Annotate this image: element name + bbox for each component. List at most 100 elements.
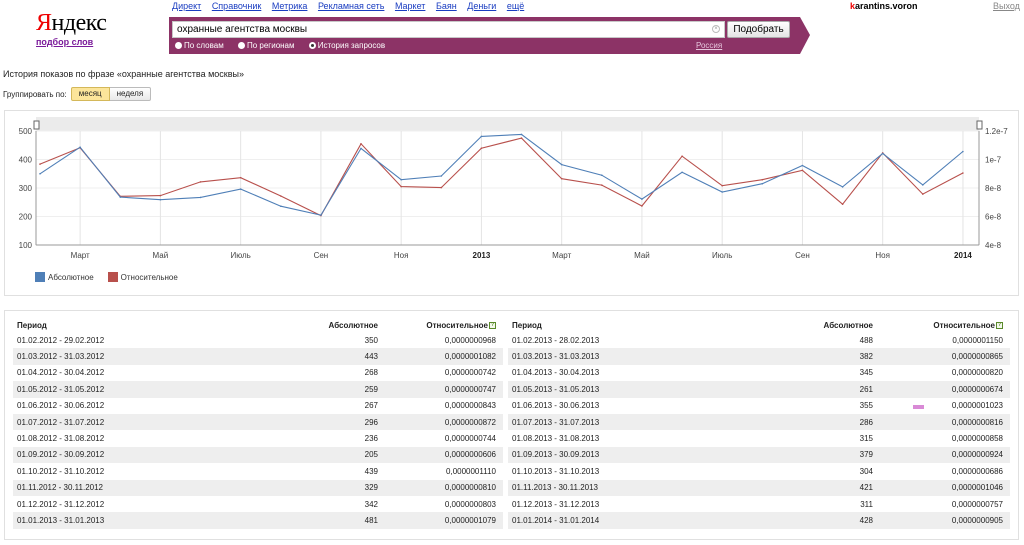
cell-absolute: 355 <box>859 401 873 411</box>
cell-period: 01.01.2014 - 31.01.2014 <box>512 515 600 525</box>
cell-period: 01.07.2013 - 31.07.2013 <box>512 417 600 427</box>
table-row: 01.12.2013 - 31.12.2013 311 0,0000000757 <box>508 495 1010 513</box>
legend-item-absolute[interactable]: Абсолютное <box>35 272 94 282</box>
legend-item-relative[interactable]: Относительное <box>107 272 178 282</box>
nav-link-bayan[interactable]: Баян <box>435 1 457 11</box>
search-bar: охранные агентства москвы × Подобрать По… <box>169 17 810 54</box>
data-point <box>239 176 242 179</box>
table-row: 01.08.2013 - 31.08.2013 315 0,0000000858 <box>508 430 1010 447</box>
nav-link-dengi[interactable]: Деньги <box>467 1 497 11</box>
x-tick-label: Июль <box>712 251 732 260</box>
search-input[interactable]: охранные агентства москвы <box>172 21 725 38</box>
data-point <box>681 155 683 157</box>
data-point <box>681 171 683 174</box>
username-link[interactable]: karantins.voron <box>850 1 918 11</box>
cell-relative: 0,0000000843 <box>444 401 496 411</box>
y-left-tick-label: 300 <box>19 184 33 193</box>
table-row: 01.07.2013 - 31.07.2013 286 0,0000000816 <box>508 413 1010 431</box>
cell-absolute: 259 <box>364 384 378 394</box>
cell-relative: 0,0000000803 <box>444 499 496 509</box>
help-icon[interactable]: ? <box>996 322 1003 330</box>
range-handle-left-icon <box>33 120 40 130</box>
cell-relative: 0,0000000858 <box>951 434 1003 444</box>
yandex-logo[interactable]: Яндекс подбор слов <box>36 10 107 47</box>
chart-top-band <box>36 117 979 131</box>
nav-link-metrika[interactable]: Метрика <box>271 1 308 11</box>
radio-by-words[interactable]: По словам <box>175 41 224 50</box>
cell-period: 01.06.2012 - 30.06.2012 <box>17 401 105 411</box>
nav-link-more[interactable]: ещё <box>506 1 525 11</box>
group-by-label: Группировать по: <box>3 89 67 99</box>
nav-link-direct[interactable]: Директ <box>172 1 202 11</box>
clear-search-icon[interactable]: × <box>712 25 720 33</box>
cell-absolute: 236 <box>364 434 378 444</box>
table-row: 01.09.2013 - 30.09.2013 379 0,0000000924 <box>508 446 1010 464</box>
data-point <box>199 181 202 183</box>
radio-by-regions[interactable]: По регионам <box>237 41 295 50</box>
data-point <box>601 174 603 176</box>
cell-period: 01.02.2013 - 28.02.2013 <box>512 335 600 345</box>
y-right-tick-label: 1e-7 <box>985 156 1002 165</box>
table-row: 01.02.2012 - 29.02.2012 350 0,0000000968 <box>13 332 503 349</box>
cell-absolute: 304 <box>859 466 873 476</box>
data-point <box>560 177 563 180</box>
cell-absolute: 205 <box>364 450 378 460</box>
data-point <box>761 182 764 185</box>
cell-relative: 0,0000000674 <box>951 384 1003 394</box>
cell-absolute: 382 <box>859 352 873 362</box>
data-point <box>360 143 362 145</box>
table-header-row: Период Абсолютное Относительное? <box>13 319 503 332</box>
range-handle-right-icon <box>976 120 983 130</box>
cell-period: 01.09.2012 - 30.09.2012 <box>17 450 105 460</box>
x-tick-label: Май <box>634 251 650 260</box>
cell-period: 01.08.2013 - 31.08.2013 <box>512 434 600 444</box>
cell-relative: 0,0000000865 <box>951 352 1003 362</box>
cell-absolute: 443 <box>364 352 378 362</box>
cell-relative: 0,0000000924 <box>951 450 1003 460</box>
radio-query-history[interactable]: История запросов <box>308 41 385 50</box>
x-tick-label: Ноя <box>394 251 409 260</box>
nav-link-ad-network[interactable]: Рекламная сеть <box>317 1 385 11</box>
data-point <box>841 203 844 205</box>
cell-absolute: 261 <box>859 384 873 394</box>
y-right-tick-label: 8e-8 <box>985 184 1002 193</box>
region-selector-link[interactable]: Россия <box>696 41 723 50</box>
page-title: История показов по фразе «охранные агент… <box>3 69 244 79</box>
history-table-2013: Период Абсолютное Относительное? 01.02.2… <box>508 319 1010 529</box>
group-by-week-button[interactable]: неделя <box>109 87 152 101</box>
cell-absolute: 286 <box>859 417 873 427</box>
nav-link-spravochnik[interactable]: Справочник <box>211 1 262 11</box>
cell-relative: 0,0000001110 <box>446 466 496 476</box>
cell-relative: 0,0000000606 <box>444 450 496 460</box>
history-chart-svg: 500 400 300 200 100 1.2e-7 1e-7 8e-8 6e-8 4e-8 Мар… <box>19 117 1008 260</box>
table-row: 01.06.2013 - 30.06.2013 355 0,0000001023 <box>508 397 1010 414</box>
cell-period: 01.04.2013 - 30.04.2013 <box>512 368 600 378</box>
data-point <box>199 196 202 199</box>
search-submit-button[interactable]: Подобрать <box>727 21 790 38</box>
logout-link[interactable]: Выход <box>993 1 1020 11</box>
nav-link-market[interactable]: Маркет <box>394 1 426 11</box>
x-tick-label: 2014 <box>954 251 972 260</box>
table-header-row: Период Абсолютное Относительное? <box>508 319 1010 332</box>
logo-text: Яндекс <box>36 10 107 36</box>
legend-label-relative: Относительное <box>120 272 178 282</box>
search-mode-radios: По словам По регионам История запросов <box>175 41 397 51</box>
cell-period: 01.06.2013 - 30.06.2013 <box>512 401 600 411</box>
help-icon[interactable]: ? <box>489 322 496 330</box>
cell-relative: 0,0000000744 <box>444 434 496 444</box>
x-tick-label: Ноя <box>875 251 890 260</box>
cell-relative: 0,0000001023 <box>873 401 1003 410</box>
data-point <box>922 184 924 186</box>
logo-subtitle-link[interactable]: подбор слов <box>36 37 94 47</box>
header-absolute: Абсолютное <box>328 321 378 330</box>
data-point <box>520 137 523 139</box>
group-by-month-button[interactable]: месяц <box>70 87 110 101</box>
x-tick-label: Март <box>71 251 90 260</box>
data-point <box>962 172 964 174</box>
table-row: 01.11.2012 - 30.11.2012 329 0,0000000810 <box>13 479 503 496</box>
cell-absolute: 428 <box>859 515 873 525</box>
cell-absolute: 296 <box>364 417 378 427</box>
data-point <box>320 214 322 216</box>
data-point <box>721 191 723 193</box>
table-row: 01.02.2013 - 28.02.2013 488 0,0000001150 <box>508 332 1010 349</box>
